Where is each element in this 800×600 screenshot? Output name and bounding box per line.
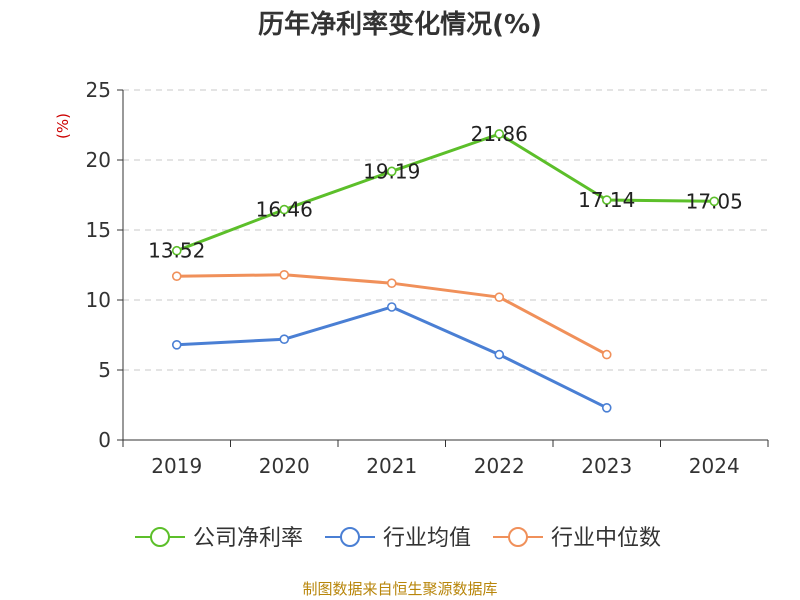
- legend-label-0: 公司净利率: [193, 526, 303, 551]
- data-label-2023: 17.14: [578, 188, 635, 212]
- point-s2-2019: [171, 271, 182, 282]
- x-tick-label-2024: 2024: [689, 454, 740, 478]
- point-s0-2021: [386, 166, 397, 177]
- data-label-2019: 13.52: [148, 239, 205, 263]
- x-tick-label-2023: 2023: [581, 454, 632, 478]
- series-line-1: [176, 305, 608, 410]
- x-tick-label-2020: 2020: [259, 454, 310, 478]
- point-s1-2019: [171, 339, 182, 350]
- series-lines: [171, 129, 720, 413]
- legend-item-0: 公司净利率: [135, 526, 303, 551]
- gridlines: [123, 89, 768, 371]
- y-tick-label-15: 15: [86, 218, 111, 242]
- point-s1-2023: [601, 402, 612, 413]
- legend-item-1: 行业均值: [325, 526, 471, 551]
- point-s0-2023: [601, 195, 612, 205]
- y-axis-unit: (%): [54, 113, 72, 139]
- point-s0-2020: [279, 204, 290, 215]
- legend-marker-0: [150, 527, 170, 547]
- point-s1-2020: [279, 334, 290, 345]
- data-labels: 13.52 16.46 19.19 21.86 17.14 17.05: [148, 122, 743, 263]
- data-label-2022: 21.86: [471, 122, 528, 146]
- point-s2-2020: [279, 269, 290, 280]
- x-tick-label-2019: 2019: [151, 454, 202, 478]
- point-s2-2023: [601, 349, 612, 360]
- data-label-2024: 17.05: [686, 189, 743, 213]
- y-tick-label-0: 0: [98, 428, 111, 452]
- x-tick-label-2021: 2021: [366, 454, 417, 478]
- axes: 0 5 10 15 20 25 2019 2020 2021 2022 2023 2024: [86, 78, 769, 478]
- chart-title: 历年净利率变化情况(%): [258, 9, 542, 40]
- legend-label-1: 行业均值: [383, 526, 471, 551]
- point-s0-2024: [709, 196, 720, 207]
- point-s1-2022: [494, 349, 505, 360]
- y-tick-label-25: 25: [86, 78, 111, 102]
- legend-marker-2: [508, 527, 528, 547]
- x-tick-label-2022: 2022: [474, 454, 525, 478]
- data-label-2020: 16.46: [256, 198, 313, 222]
- data-label-2021: 19.19: [363, 159, 420, 183]
- legend-marker-1: [340, 527, 360, 547]
- source-note: 制图数据来自恒生聚源数据库: [302, 580, 497, 598]
- y-tick-label-10: 10: [86, 288, 111, 312]
- legend-item-2: 行业中位数: [493, 526, 661, 551]
- point-s1-2021: [386, 302, 397, 312]
- legend: 公司净利率 行业均值 行业中位数: [135, 526, 661, 551]
- point-s0-2019: [171, 245, 182, 256]
- y-tick-label-5: 5: [98, 358, 111, 382]
- legend-label-2: 行业中位数: [551, 526, 661, 551]
- point-s0-2022: [494, 129, 505, 139]
- series-line-0: [176, 132, 715, 253]
- y-tick-label-20: 20: [86, 148, 111, 172]
- point-s2-2022: [494, 292, 505, 303]
- point-s2-2021: [386, 278, 397, 289]
